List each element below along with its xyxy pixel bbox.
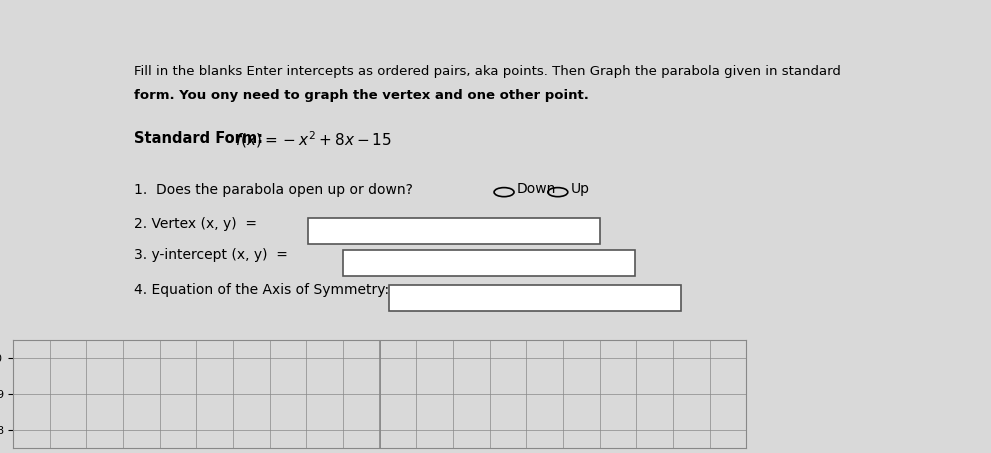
FancyBboxPatch shape xyxy=(308,218,601,245)
Text: Up: Up xyxy=(571,182,590,196)
Text: 2. Vertex (x, y)  =: 2. Vertex (x, y) = xyxy=(134,217,257,231)
Text: Fill in the blanks Enter intercepts as ordered pairs, aka points. Then Graph the: Fill in the blanks Enter intercepts as o… xyxy=(134,65,840,78)
Text: Down: Down xyxy=(517,182,557,196)
Text: form. You ony need to graph the vertex and one other point.: form. You ony need to graph the vertex a… xyxy=(134,89,589,102)
Text: 3. y-intercept (x, y)  =: 3. y-intercept (x, y) = xyxy=(134,248,287,262)
Text: Standard Form:: Standard Form: xyxy=(134,131,263,146)
Text: 4. Equation of the Axis of Symmetry:: 4. Equation of the Axis of Symmetry: xyxy=(134,283,389,297)
FancyBboxPatch shape xyxy=(343,250,634,276)
Text: $f(x) = -x^2 + 8x - 15$: $f(x) = -x^2 + 8x - 15$ xyxy=(235,130,392,150)
Text: 1.  Does the parabola open up or down?: 1. Does the parabola open up or down? xyxy=(134,183,412,198)
FancyBboxPatch shape xyxy=(388,284,681,311)
